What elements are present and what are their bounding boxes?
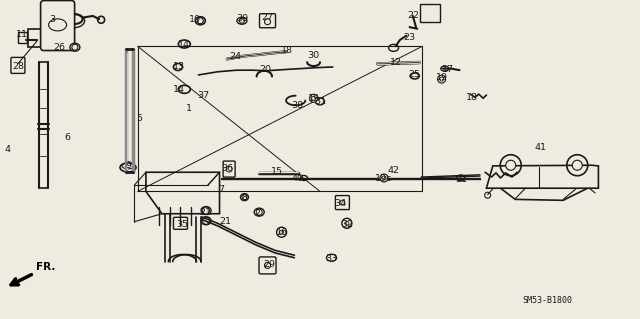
Circle shape: [342, 218, 352, 228]
Circle shape: [438, 75, 445, 83]
Ellipse shape: [173, 63, 182, 70]
FancyBboxPatch shape: [260, 14, 276, 28]
Text: 33: 33: [325, 254, 338, 263]
Ellipse shape: [326, 254, 337, 261]
Ellipse shape: [70, 43, 80, 51]
FancyBboxPatch shape: [223, 161, 235, 177]
Text: 41: 41: [535, 143, 547, 152]
Text: 39: 39: [236, 14, 248, 23]
Text: 22: 22: [407, 11, 419, 20]
Text: 19: 19: [308, 94, 319, 103]
Ellipse shape: [65, 14, 83, 24]
Ellipse shape: [241, 194, 248, 201]
Polygon shape: [486, 165, 598, 188]
Ellipse shape: [316, 98, 324, 105]
Text: 19: 19: [436, 73, 447, 82]
Text: 37: 37: [198, 91, 209, 100]
Text: 18: 18: [467, 93, 478, 102]
Circle shape: [380, 174, 388, 182]
FancyBboxPatch shape: [335, 196, 349, 210]
Text: 11: 11: [17, 30, 28, 39]
Text: 13: 13: [173, 63, 185, 71]
Text: FR.: FR.: [36, 262, 55, 272]
Text: 5: 5: [136, 114, 143, 122]
FancyBboxPatch shape: [259, 257, 276, 274]
Text: 31: 31: [455, 175, 467, 184]
Text: 42: 42: [388, 166, 399, 175]
Text: 36: 36: [221, 164, 233, 173]
Ellipse shape: [457, 175, 465, 181]
FancyBboxPatch shape: [40, 1, 75, 50]
Text: 26: 26: [53, 43, 65, 52]
Text: 38: 38: [292, 101, 303, 110]
Text: 27: 27: [262, 13, 273, 22]
FancyBboxPatch shape: [173, 217, 188, 229]
Text: 10: 10: [189, 15, 201, 24]
Ellipse shape: [254, 208, 264, 216]
Circle shape: [276, 227, 287, 237]
Text: 35: 35: [177, 220, 188, 229]
Text: SM53-B1800: SM53-B1800: [522, 296, 572, 305]
Text: 17: 17: [442, 65, 454, 74]
Ellipse shape: [237, 17, 247, 24]
Ellipse shape: [179, 85, 190, 93]
Text: 6: 6: [64, 133, 70, 142]
Text: 15: 15: [271, 167, 282, 176]
Text: 3: 3: [49, 15, 56, 24]
FancyBboxPatch shape: [420, 4, 440, 22]
Text: 14: 14: [179, 40, 190, 49]
Text: 18: 18: [281, 46, 292, 55]
Polygon shape: [146, 172, 220, 214]
Text: 1: 1: [186, 104, 192, 113]
Circle shape: [572, 160, 582, 170]
Circle shape: [72, 44, 78, 50]
Text: 24: 24: [230, 52, 241, 61]
Ellipse shape: [201, 206, 211, 215]
Text: 30: 30: [308, 51, 319, 60]
FancyBboxPatch shape: [28, 29, 46, 47]
FancyBboxPatch shape: [18, 32, 27, 43]
Text: 14: 14: [173, 85, 185, 94]
Text: 16: 16: [276, 228, 287, 237]
Text: 21: 21: [199, 208, 211, 217]
Text: 8: 8: [241, 193, 248, 202]
Text: 28: 28: [12, 63, 24, 71]
Text: 34: 34: [335, 199, 346, 208]
Circle shape: [310, 94, 317, 102]
Text: 4: 4: [4, 145, 11, 154]
Ellipse shape: [201, 217, 211, 225]
Text: 23: 23: [404, 33, 415, 42]
Text: 20: 20: [260, 65, 271, 74]
Circle shape: [506, 160, 516, 170]
Ellipse shape: [301, 175, 307, 181]
Text: 2: 2: [254, 209, 260, 218]
Text: 19c: 19c: [376, 174, 392, 183]
Text: 31: 31: [314, 97, 326, 106]
FancyBboxPatch shape: [11, 57, 25, 73]
Ellipse shape: [179, 40, 190, 48]
Text: 12: 12: [390, 58, 401, 67]
Text: 25: 25: [409, 70, 420, 79]
Text: 29: 29: [263, 260, 275, 269]
Text: 9: 9: [125, 161, 131, 170]
Text: 21: 21: [220, 217, 231, 226]
Text: 32: 32: [341, 220, 353, 229]
Ellipse shape: [120, 163, 136, 172]
Text: 40: 40: [292, 174, 303, 182]
Text: 7: 7: [218, 185, 224, 194]
Ellipse shape: [195, 17, 205, 25]
